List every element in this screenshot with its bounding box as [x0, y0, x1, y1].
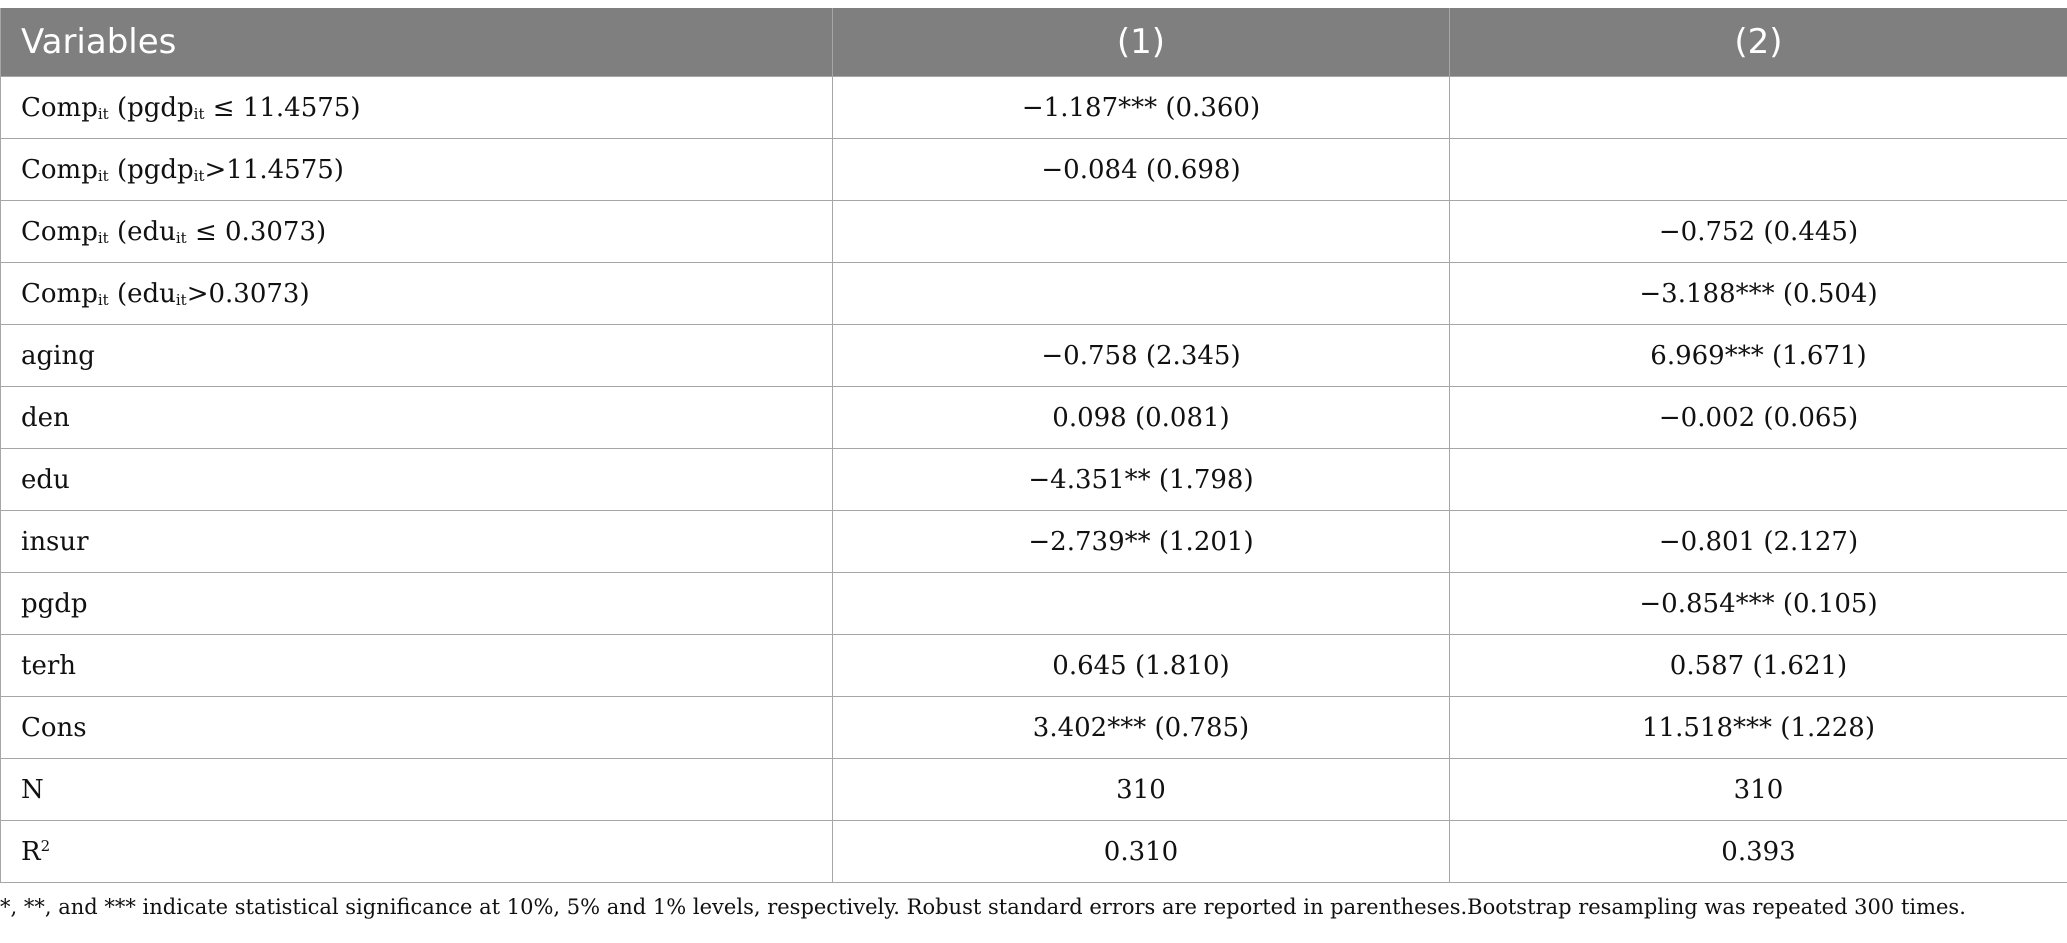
variable-cell: aging [0, 324, 833, 387]
model-1-cell [832, 200, 1450, 263]
model-2-cell: 0.393 [1449, 820, 2067, 883]
table-row: Compit (pgdpit>11.4575) −0.084 (0.698) [0, 138, 2067, 201]
variable-cell: R2 [0, 820, 833, 883]
model-1-cell [832, 572, 1450, 635]
model-1-cell: 0.310 [832, 820, 1450, 883]
header-variables: Variables [0, 8, 833, 77]
variable-cell: Compit (pgdpit ≤ 11.4575) [0, 76, 833, 139]
table-row: Compit (pgdpit ≤ 11.4575) −1.187*** (0.3… [0, 76, 2067, 139]
variable-cell: edu [0, 448, 833, 511]
variable-cell: insur [0, 510, 833, 573]
model-1-cell: −2.739** (1.201) [832, 510, 1450, 573]
model-2-cell: −0.002 (0.065) [1449, 386, 2067, 449]
model-1-cell: −1.187*** (0.360) [832, 76, 1450, 139]
model-1-cell: 0.645 (1.810) [832, 634, 1450, 697]
model-1-cell: −0.758 (2.345) [832, 324, 1450, 387]
header-model-1: (1) [832, 8, 1450, 77]
header-row: Variables (1) (2) [0, 8, 2067, 77]
model-1-cell: 0.098 (0.081) [832, 386, 1450, 449]
table-body: Compit (pgdpit ≤ 11.4575) −1.187*** (0.3… [0, 76, 2067, 883]
variable-cell: Compit (eduit>0.3073) [0, 262, 833, 325]
table-header: Variables (1) (2) [0, 8, 2067, 77]
table-row: insur −2.739** (1.201) −0.801 (2.127) [0, 510, 2067, 573]
table-row: N 310 310 [0, 758, 2067, 821]
model-1-cell [832, 262, 1450, 325]
variable-cell: N [0, 758, 833, 821]
model-2-cell [1449, 138, 2067, 201]
regression-table: Variables (1) (2) Compit (pgdpit ≤ 11.45… [0, 8, 2067, 883]
variable-cell: Compit (eduit ≤ 0.3073) [0, 200, 833, 263]
model-1-cell: −0.084 (0.698) [832, 138, 1450, 201]
variable-cell: den [0, 386, 833, 449]
table-row: Compit (eduit>0.3073) −3.188*** (0.504) [0, 262, 2067, 325]
table-row: Cons 3.402*** (0.785) 11.518*** (1.228) [0, 696, 2067, 759]
table-row: den 0.098 (0.081) −0.002 (0.065) [0, 386, 2067, 449]
table-footnote: *, **, and *** indicate statistical sign… [0, 895, 1966, 919]
model-2-cell: −0.801 (2.127) [1449, 510, 2067, 573]
variable-cell: Compit (pgdpit>11.4575) [0, 138, 833, 201]
model-2-cell: 11.518*** (1.228) [1449, 696, 2067, 759]
model-2-cell [1449, 76, 2067, 139]
table-row: aging −0.758 (2.345) 6.969*** (1.671) [0, 324, 2067, 387]
variable-cell: Cons [0, 696, 833, 759]
model-2-cell: 0.587 (1.621) [1449, 634, 2067, 697]
model-2-cell: −0.854*** (0.105) [1449, 572, 2067, 635]
table-row: R2 0.310 0.393 [0, 820, 2067, 883]
model-2-cell: −0.752 (0.445) [1449, 200, 2067, 263]
table-row: Compit (eduit ≤ 0.3073) −0.752 (0.445) [0, 200, 2067, 263]
table-row: terh 0.645 (1.810) 0.587 (1.621) [0, 634, 2067, 697]
variable-cell: terh [0, 634, 833, 697]
model-2-cell [1449, 448, 2067, 511]
model-1-cell: −4.351** (1.798) [832, 448, 1450, 511]
regression-table-container: Variables (1) (2) Compit (pgdpit ≤ 11.45… [0, 8, 2067, 919]
header-model-2: (2) [1449, 8, 2067, 77]
table-row: pgdp −0.854*** (0.105) [0, 572, 2067, 635]
table-row: edu −4.351** (1.798) [0, 448, 2067, 511]
model-1-cell: 3.402*** (0.785) [832, 696, 1450, 759]
model-2-cell: 6.969*** (1.671) [1449, 324, 2067, 387]
model-2-cell: −3.188*** (0.504) [1449, 262, 2067, 325]
variable-cell: pgdp [0, 572, 833, 635]
model-2-cell: 310 [1449, 758, 2067, 821]
model-1-cell: 310 [832, 758, 1450, 821]
